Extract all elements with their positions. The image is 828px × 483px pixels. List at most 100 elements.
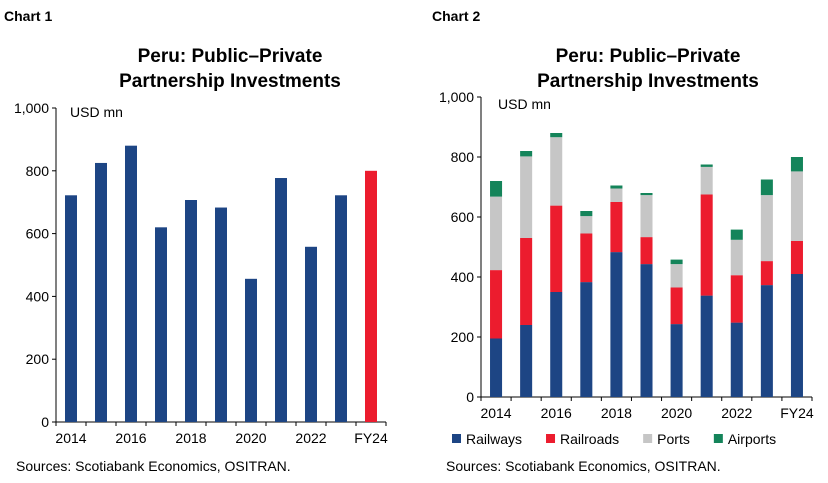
chart2-x-tick-label: FY24 <box>780 405 814 421</box>
chart1-x-tick-label: FY24 <box>354 430 388 446</box>
chart1-bar <box>155 227 167 422</box>
chart2-legend-label: Railways <box>466 431 522 447</box>
chart2-bar-railways <box>730 322 743 397</box>
chart1-x-tick-label: 2016 <box>115 430 146 446</box>
chart2-unit-label: USD mn <box>498 96 551 112</box>
chart2-bar-airports <box>550 133 563 138</box>
chart1-y-tick-label: 200 <box>26 351 50 367</box>
chart2-bar-airports <box>790 157 803 172</box>
chart2-bar-railways <box>580 282 593 397</box>
chart1-bar <box>185 200 197 422</box>
chart2-y-tick-label: 600 <box>451 209 475 225</box>
chart2-bar-railroads <box>550 205 563 292</box>
chart2-bar-railways <box>640 264 653 397</box>
chart2-bar-railroads <box>760 261 773 286</box>
chart1-bar <box>275 178 287 422</box>
chart2-bar-ports <box>730 239 743 276</box>
chart2-bar-airports <box>670 259 683 265</box>
chart1-x-tick-label: 2018 <box>175 430 206 446</box>
chart2-legend-swatch <box>643 434 653 443</box>
chart1-label: Chart 1 <box>4 8 53 24</box>
chart2-bar-railroads <box>730 275 743 323</box>
chart2-bar-airports <box>610 185 623 189</box>
chart1-bar <box>215 207 227 422</box>
chart2-y-tick-label: 0 <box>466 389 474 405</box>
chart2-bar-railways <box>670 324 683 397</box>
chart2-bar-airports <box>700 164 713 167</box>
chart2-x-tick-label: 2016 <box>541 405 572 421</box>
chart2-bar-ports <box>760 195 773 262</box>
chart2-bar-railways <box>760 285 773 397</box>
chart2-bar-railways <box>700 295 713 397</box>
chart2-bar-ports <box>520 156 533 238</box>
chart2-bar-railroads <box>670 287 683 325</box>
chart2-bar-railroads <box>520 238 533 325</box>
chart2-bar-ports <box>550 137 563 206</box>
chart2-bar-ports <box>610 188 623 202</box>
chart2-legend-swatch <box>713 434 723 443</box>
chart2-bar-ports <box>790 171 803 241</box>
chart1-x-tick-label: 2020 <box>235 430 266 446</box>
chart2-bar-railroads <box>610 202 623 253</box>
chart2-x-tick-label: 2018 <box>601 405 632 421</box>
chart2-bar-railroads <box>490 270 503 339</box>
chart2-bar-ports <box>700 166 713 195</box>
chart2-x-tick-label: 2020 <box>661 405 692 421</box>
chart2-bar-ports <box>580 216 593 234</box>
chart1-title-line1: Peru: Public–Private <box>137 46 323 67</box>
chart2-bar-railways <box>610 252 623 397</box>
chart2-bar-railways <box>550 292 563 397</box>
chart2-bar-ports <box>670 264 683 288</box>
chart2-bar-airports <box>640 193 653 196</box>
chart2-legend-label: Railroads <box>560 431 619 447</box>
chart1-y-tick-label: 1,000 <box>14 100 49 116</box>
chart2-bar-airports <box>490 181 503 197</box>
chart2-bar-airports <box>730 229 743 240</box>
chart2-x-tick-label: 2022 <box>721 405 752 421</box>
chart2-bar-railways <box>490 338 503 397</box>
chart2-bar-ports <box>640 195 653 238</box>
chart2-title: Peru: Public–Private Partnership Investm… <box>478 44 818 94</box>
chart2-bar-airports <box>760 179 773 196</box>
chart2-legend-swatch <box>546 434 556 443</box>
chart1-source: Sources: Scotiabank Economics, OSITRAN. <box>16 458 291 474</box>
chart2-legend-label: Airports <box>728 431 776 447</box>
chart2-label: Chart 2 <box>432 8 481 24</box>
chart1-bar <box>365 170 377 422</box>
chart2-y-tick-label: 1,000 <box>439 89 474 105</box>
chart2-source: Sources: Scotiabank Economics, OSITRAN. <box>446 458 721 474</box>
chart1-bar <box>65 195 77 422</box>
chart2-bar-airports <box>580 211 593 217</box>
chart1-bar <box>95 162 107 422</box>
chart1-unit-label: USD mn <box>70 104 123 120</box>
chart2-bar-railways <box>520 325 533 397</box>
chart2-legend-label: Ports <box>657 431 690 447</box>
chart1-y-tick-label: 400 <box>26 288 50 304</box>
chart2-x-tick-label: 2014 <box>480 405 511 421</box>
chart1-y-tick-label: 0 <box>41 414 49 430</box>
chart2-title-line2: Partnership Investments <box>537 71 759 92</box>
chart2-bar-railroads <box>640 237 653 265</box>
chart2-bar-railways <box>790 274 803 397</box>
chart1-bar <box>335 195 347 422</box>
chart2-bar-airports <box>520 151 533 157</box>
chart2-bar-railroads <box>580 233 593 283</box>
chart1-title-line2: Partnership Investments <box>119 71 341 92</box>
chart1-title: Peru: Public–Private Partnership Investm… <box>60 44 400 94</box>
chart1-y-tick-label: 600 <box>26 226 50 242</box>
chart1-bar <box>305 246 317 422</box>
chart1-y-tick-label: 800 <box>26 163 50 179</box>
chart2-y-tick-label: 800 <box>451 149 475 165</box>
chart2-title-line1: Peru: Public–Private <box>555 46 741 67</box>
chart1-bar <box>125 145 137 422</box>
chart1-bar <box>245 278 257 422</box>
chart2-y-tick-label: 200 <box>451 329 475 345</box>
chart2-legend-swatch <box>452 434 461 443</box>
chart2-bar-ports <box>490 196 503 271</box>
chart2-bar-railroads <box>790 241 803 274</box>
chart1-x-tick-label: 2022 <box>295 430 326 446</box>
chart1-x-tick-label: 2014 <box>55 430 86 446</box>
chart2-bar-railroads <box>700 194 713 296</box>
